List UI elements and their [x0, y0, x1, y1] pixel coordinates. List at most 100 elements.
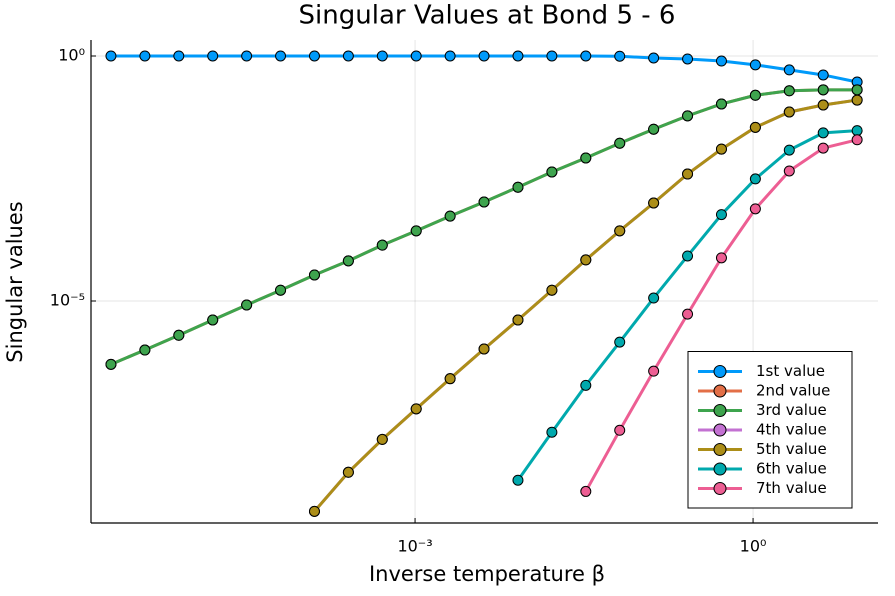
- x-tick-label: 10⁰: [740, 537, 767, 556]
- legend-label: 7th value: [756, 479, 827, 497]
- data-point: [580, 254, 592, 266]
- data-point: [546, 50, 558, 62]
- data-point: [207, 50, 219, 62]
- data-point: [580, 152, 592, 164]
- data-point: [851, 134, 863, 146]
- data-point: [342, 466, 354, 478]
- data-point: [783, 106, 795, 118]
- legend-marker: [713, 482, 727, 495]
- data-point: [715, 143, 727, 155]
- legend-marker: [713, 384, 727, 398]
- data-point: [817, 84, 829, 96]
- legend-label: 3rd value: [756, 401, 827, 419]
- data-point: [715, 209, 727, 221]
- data-point: [851, 84, 863, 96]
- data-point: [512, 314, 524, 326]
- data-point: [275, 50, 287, 62]
- data-point: [614, 225, 626, 237]
- data-point: [682, 53, 694, 65]
- data-point: [715, 98, 727, 110]
- data-point: [682, 308, 694, 320]
- legend-marker: [713, 365, 727, 378]
- data-point: [105, 358, 117, 370]
- y-tick-label: 10⁰: [58, 45, 85, 64]
- legend-label: 2nd value: [756, 382, 830, 400]
- data-point: [376, 433, 388, 445]
- legend-label: 6th value: [756, 460, 827, 478]
- data-point: [851, 125, 863, 137]
- data-point: [614, 336, 626, 348]
- data-point: [139, 344, 151, 356]
- x-tick-label: 10⁻³: [397, 537, 432, 556]
- data-point: [783, 64, 795, 76]
- data-point: [648, 365, 660, 377]
- data-point: [241, 299, 253, 311]
- chart-title: Singular Values at Bond 5 - 6: [299, 1, 676, 31]
- data-point: [308, 50, 320, 62]
- data-point: [444, 373, 456, 385]
- data-point: [614, 424, 626, 436]
- data-point: [580, 485, 592, 497]
- data-point: [512, 181, 524, 193]
- legend-label: 4th value: [756, 421, 827, 439]
- data-point: [783, 165, 795, 177]
- data-point: [376, 50, 388, 62]
- data-point: [715, 252, 727, 264]
- data-point: [614, 137, 626, 149]
- data-point: [512, 474, 524, 486]
- data-point: [715, 55, 727, 67]
- data-point: [105, 50, 117, 62]
- data-point: [648, 123, 660, 135]
- data-point: [173, 50, 185, 62]
- data-point: [682, 250, 694, 262]
- data-point: [648, 197, 660, 209]
- legend-label: 1st value: [756, 362, 825, 380]
- data-point: [478, 343, 490, 355]
- data-point: [580, 50, 592, 62]
- data-point: [648, 292, 660, 304]
- data-point: [444, 210, 456, 222]
- data-point: [444, 50, 456, 62]
- data-point: [376, 239, 388, 251]
- data-point: [342, 255, 354, 267]
- data-point: [614, 50, 626, 62]
- data-point: [817, 99, 829, 111]
- legend-marker: [713, 423, 727, 437]
- data-point: [410, 403, 422, 415]
- data-point: [546, 426, 558, 438]
- data-point: [308, 505, 320, 517]
- y-axis-label: Singular values: [3, 201, 27, 362]
- legend-marker: [713, 443, 727, 456]
- data-point: [783, 144, 795, 156]
- data-point: [851, 94, 863, 106]
- data-point: [308, 269, 320, 281]
- data-point: [783, 85, 795, 97]
- data-point: [478, 50, 490, 62]
- data-point: [749, 121, 761, 133]
- legend-label: 5th value: [756, 440, 827, 458]
- legend-marker: [713, 462, 727, 476]
- data-point: [546, 166, 558, 178]
- data-point: [682, 168, 694, 180]
- data-point: [173, 329, 185, 341]
- y-tick-label: 10⁻⁵: [50, 291, 85, 310]
- data-point: [749, 89, 761, 101]
- data-point: [648, 52, 660, 64]
- x-axis-label: Inverse temperature β: [369, 562, 605, 586]
- data-point: [275, 284, 287, 296]
- data-point: [241, 50, 253, 62]
- data-point: [139, 50, 151, 62]
- data-point: [512, 50, 524, 62]
- data-point: [580, 379, 592, 391]
- data-point: [817, 69, 829, 81]
- data-point: [207, 314, 219, 326]
- data-point: [410, 225, 422, 237]
- data-point: [478, 196, 490, 208]
- data-point: [817, 127, 829, 139]
- data-point: [342, 50, 354, 62]
- legend-marker: [713, 404, 727, 417]
- data-point: [749, 203, 761, 215]
- data-point: [410, 50, 422, 62]
